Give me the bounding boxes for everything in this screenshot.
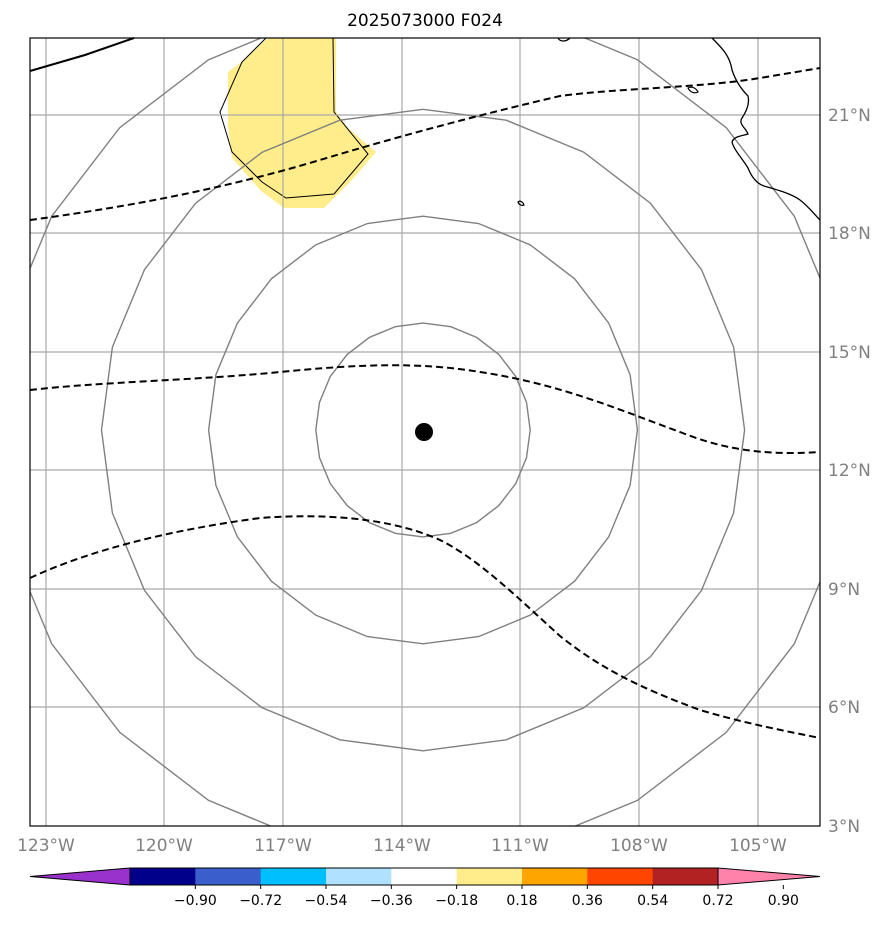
colorbar-segment <box>195 868 262 885</box>
coastlines <box>29 37 821 221</box>
dashed-contour-south <box>29 515 821 739</box>
colorbar-segment <box>391 868 458 885</box>
longitude-labels: 123°W 120°W 117°W 114°W 111°W 108°W 105°… <box>17 836 787 856</box>
figure-title: 2025073000 F024 <box>347 11 503 31</box>
anomaly-contour <box>219 37 369 199</box>
colorbar-ticks: −0.90 −0.72 −0.54 −0.36 −0.18 0.18 0.36 0.54 0.7… <box>174 885 799 909</box>
colorbar-tick-label: 0.90 <box>768 893 799 909</box>
coastline-northwest <box>29 37 135 72</box>
dashed-contours <box>29 67 821 739</box>
lon-label: 105°W <box>729 836 787 856</box>
colorbar-tick-label: 0.54 <box>637 893 668 909</box>
lon-label: 114°W <box>373 836 431 856</box>
coastline-baja-tip <box>557 37 571 42</box>
lat-label: 18°N <box>828 224 871 244</box>
lat-label: 3°N <box>828 817 860 837</box>
dashed-contour-middle <box>29 364 821 455</box>
island-socorro <box>517 200 525 206</box>
colorbar-segment <box>456 868 523 885</box>
graticule <box>30 38 820 826</box>
colorbar-tick-label: −0.72 <box>239 893 282 909</box>
coastline-small-island <box>687 86 699 94</box>
colorbar-segment <box>587 868 654 885</box>
latitude-labels: 21°N 18°N 15°N 12°N 9°N 6°N 3°N <box>828 106 871 837</box>
lat-label: 12°N <box>828 461 871 481</box>
colorbar-segment <box>652 868 719 885</box>
dashed-contour-north <box>29 67 821 221</box>
colorbar-tick-label: 0.72 <box>702 893 733 909</box>
colorbar-segment <box>522 868 588 885</box>
colorbar-tick-label: −0.54 <box>305 893 348 909</box>
lon-label: 111°W <box>491 836 549 856</box>
lon-label: 120°W <box>135 836 193 856</box>
colorbar-segment <box>260 868 327 885</box>
lat-label: 9°N <box>828 580 860 600</box>
colorbar: −0.90 −0.72 −0.54 −0.36 −0.18 0.18 0.36 0.54 0.7… <box>29 867 821 909</box>
colorbar-segments <box>29 867 821 886</box>
colorbar-frame <box>129 867 719 886</box>
colorbar-tick-label: −0.90 <box>174 893 217 909</box>
range-ring-2 <box>207 215 639 645</box>
lon-label: 123°W <box>17 836 75 856</box>
range-ring-1 <box>315 322 531 538</box>
lat-label: 21°N <box>828 106 871 126</box>
colorbar-extend-min <box>29 867 131 886</box>
colorbar-tick-label: −0.36 <box>370 893 413 909</box>
lat-label: 15°N <box>828 343 871 363</box>
coastline-mainland-mexico <box>711 37 821 221</box>
map-frame <box>29 37 821 827</box>
lon-label: 117°W <box>254 836 312 856</box>
colorbar-tick-label: 0.36 <box>572 893 603 909</box>
colorbar-segment <box>326 868 392 885</box>
lon-label: 108°W <box>610 836 668 856</box>
colorbar-tick-label: 0.18 <box>506 893 537 909</box>
storm-center-marker <box>415 423 433 441</box>
range-ring-4 <box>30 38 820 826</box>
range-ring-3 <box>100 108 746 752</box>
map-panel <box>29 37 821 827</box>
range-rings <box>30 38 820 826</box>
anomaly-fill-region <box>228 38 376 208</box>
colorbar-extend-max <box>717 867 821 886</box>
colorbar-tick-label: −0.18 <box>435 893 478 909</box>
colorbar-segment <box>130 868 196 885</box>
lat-label: 6°N <box>828 698 860 718</box>
